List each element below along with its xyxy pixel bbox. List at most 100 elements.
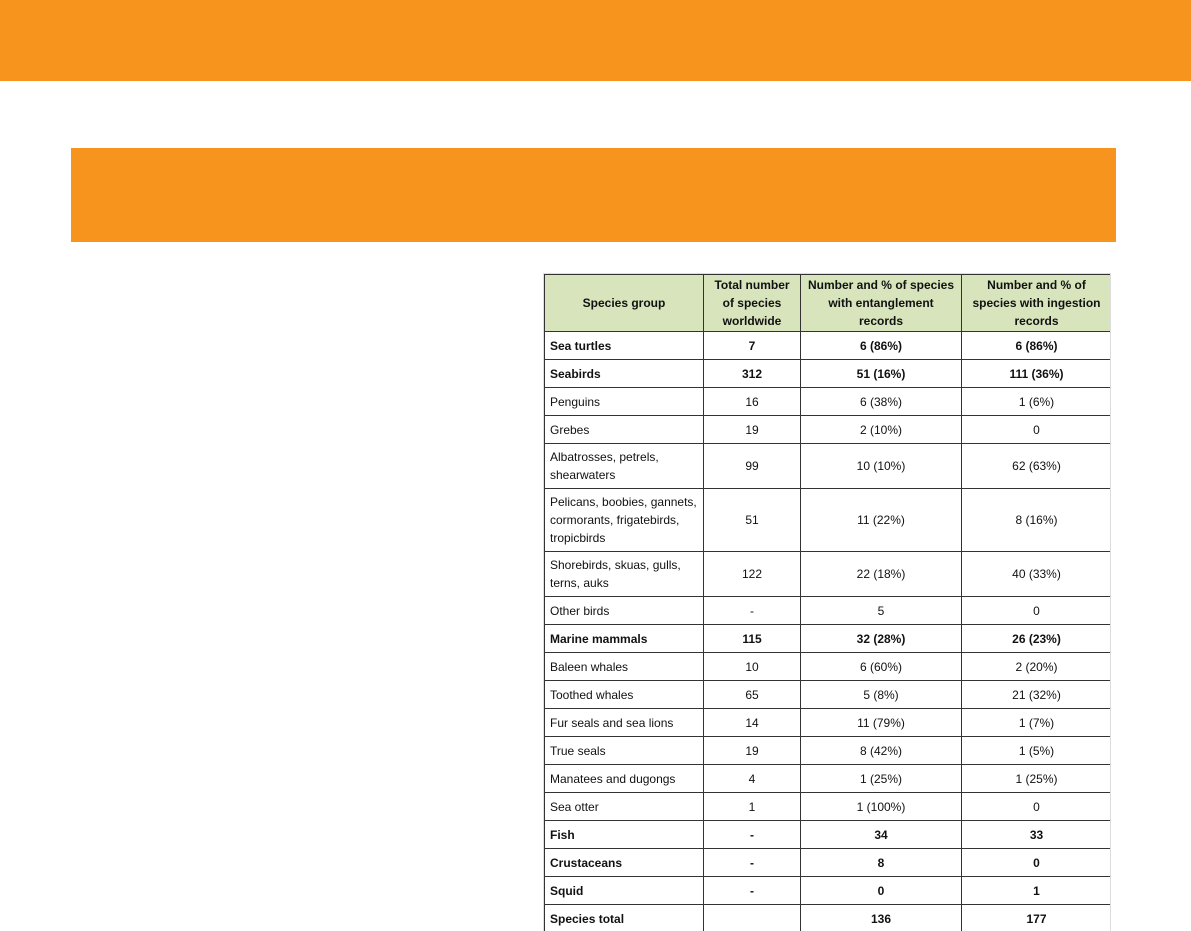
table-cell: 1 xyxy=(703,792,801,821)
table-cell: 2 (20%) xyxy=(961,652,1110,681)
table-cell xyxy=(703,904,801,931)
table-cell: 0 xyxy=(800,876,962,905)
table-cell: Fur seals and sea lions xyxy=(544,708,704,737)
table-cell: Baleen whales xyxy=(544,652,704,681)
section-bar xyxy=(71,148,1116,242)
table-cell: 115 xyxy=(703,624,801,653)
table-cell: 19 xyxy=(703,736,801,765)
table-row: Toothed whales 65 5 (8%) 21 (32%) xyxy=(544,680,1110,709)
table-cell: 1 (5%) xyxy=(961,736,1110,765)
table-cell: 19 xyxy=(703,415,801,444)
table-cell: 51 xyxy=(703,488,801,552)
table-cell: 14 xyxy=(703,708,801,737)
table-cell: Seabirds xyxy=(544,359,704,388)
table-cell: Grebes xyxy=(544,415,704,444)
column-header: Number and % of species with entanglemen… xyxy=(800,274,962,332)
table-row: Baleen whales 10 6 (60%) 2 (20%) xyxy=(544,652,1110,681)
table-cell: 16 xyxy=(703,387,801,416)
table-row: Seabirds 312 51 (16%) 111 (36%) xyxy=(544,359,1110,388)
table-cell: 5 (8%) xyxy=(800,680,962,709)
table-row: Penguins 16 6 (38%) 1 (6%) xyxy=(544,387,1110,416)
table-cell: 5 xyxy=(800,596,962,625)
table-cell: 1 (6%) xyxy=(961,387,1110,416)
table-cell: 8 xyxy=(800,848,962,877)
table-row: Crustaceans -8 0 xyxy=(544,848,1110,877)
table-cell: 26 (23%) xyxy=(961,624,1110,653)
table-row: Species total 136 177 xyxy=(544,904,1110,931)
table-cell: Species total xyxy=(544,904,704,931)
table-cell: Penguins xyxy=(544,387,704,416)
table-cell: - xyxy=(703,848,801,877)
table-cell: 4 xyxy=(703,764,801,793)
species-table: Species group Total number of species wor… xyxy=(544,274,1110,931)
table-cell: 21 (32%) xyxy=(961,680,1110,709)
table-cell: Manatees and dugongs xyxy=(544,764,704,793)
table-cell: 1 (25%) xyxy=(961,764,1110,793)
table-cell: 8 (42%) xyxy=(800,736,962,765)
table-cell: 1 (100%) xyxy=(800,792,962,821)
table-cell: 0 xyxy=(961,596,1110,625)
table-cell: Pelicans, boobies, gannets, cormorants, … xyxy=(544,488,704,552)
table-cell: Squid xyxy=(544,876,704,905)
table-cell: 33 xyxy=(961,820,1110,849)
table-cell: 11 (22%) xyxy=(800,488,962,552)
table-row: Shorebirds, skuas, gulls, terns, auks 122… xyxy=(544,551,1110,597)
table-row: Manatees and dugongs 4 1 (25%) 1 (25%) xyxy=(544,764,1110,793)
table-cell: 65 xyxy=(703,680,801,709)
table-cell: Crustaceans xyxy=(544,848,704,877)
table-cell: 34 xyxy=(800,820,962,849)
table-cell: 111 (36%) xyxy=(961,359,1110,388)
table-cell: 8 (16%) xyxy=(961,488,1110,552)
table-frame: Species group Total number of species wor… xyxy=(543,273,1111,931)
table-cell: 11 (79%) xyxy=(800,708,962,737)
table-cell: - xyxy=(703,596,801,625)
table-cell: 312 xyxy=(703,359,801,388)
table-row: True seals 19 8 (42%) 1 (5%) xyxy=(544,736,1110,765)
table-cell: Other birds xyxy=(544,596,704,625)
table-cell: 136 xyxy=(800,904,962,931)
column-header: Species group xyxy=(544,274,704,332)
table-cell: 22 (18%) xyxy=(800,551,962,597)
table-row: Albatrosses, petrels, shearwaters 99 10 (1… xyxy=(544,443,1110,489)
table-row: Marine mammals 115 32 (28%) 26 (23%) xyxy=(544,624,1110,653)
table-cell: Sea turtles xyxy=(544,331,704,360)
column-header: Total number of species worldwide xyxy=(703,274,801,332)
table-row: Squid -0 1 xyxy=(544,876,1110,905)
header-row: Species group Total number of species wor… xyxy=(544,274,1110,332)
table-row: Pelicans, boobies, gannets, cormorants, … xyxy=(544,488,1110,552)
table-cell: Albatrosses, petrels, shearwaters xyxy=(544,443,704,489)
table-cell: 62 (63%) xyxy=(961,443,1110,489)
table-cell: 51 (16%) xyxy=(800,359,962,388)
table-cell: 99 xyxy=(703,443,801,489)
table-cell: - xyxy=(703,820,801,849)
table-cell: 6 (38%) xyxy=(800,387,962,416)
table-cell: 2 (10%) xyxy=(800,415,962,444)
table-cell: 0 xyxy=(961,792,1110,821)
table-cell: 32 (28%) xyxy=(800,624,962,653)
table-row: Fish -34 33 xyxy=(544,820,1110,849)
table-cell: 122 xyxy=(703,551,801,597)
table-row: Sea turtles 7 6 (86%) 6 (86%) xyxy=(544,331,1110,360)
table-cell: 6 (60%) xyxy=(800,652,962,681)
table-cell: - xyxy=(703,876,801,905)
table-row: Grebes 19 2 (10%) 0 xyxy=(544,415,1110,444)
table-cell: True seals xyxy=(544,736,704,765)
table-cell: 177 xyxy=(961,904,1110,931)
table-cell: 10 (10%) xyxy=(800,443,962,489)
header-bar xyxy=(0,0,1191,81)
table-cell: 6 (86%) xyxy=(800,331,962,360)
table-cell: 1 (7%) xyxy=(961,708,1110,737)
table-cell: Fish xyxy=(544,820,704,849)
table-cell: 1 xyxy=(961,876,1110,905)
table-row: Sea otter 1 1 (100%) 0 xyxy=(544,792,1110,821)
table-cell: 1 (25%) xyxy=(800,764,962,793)
table-row: Fur seals and sea lions 14 11 (79%) 1 (7%) xyxy=(544,708,1110,737)
table-row: Other birds -5 0 xyxy=(544,596,1110,625)
table-cell: Sea otter xyxy=(544,792,704,821)
table-cell: 0 xyxy=(961,848,1110,877)
table-cell: 10 xyxy=(703,652,801,681)
table-cell: Toothed whales xyxy=(544,680,704,709)
table-cell: Shorebirds, skuas, gulls, terns, auks xyxy=(544,551,704,597)
table-cell: 6 (86%) xyxy=(961,331,1110,360)
